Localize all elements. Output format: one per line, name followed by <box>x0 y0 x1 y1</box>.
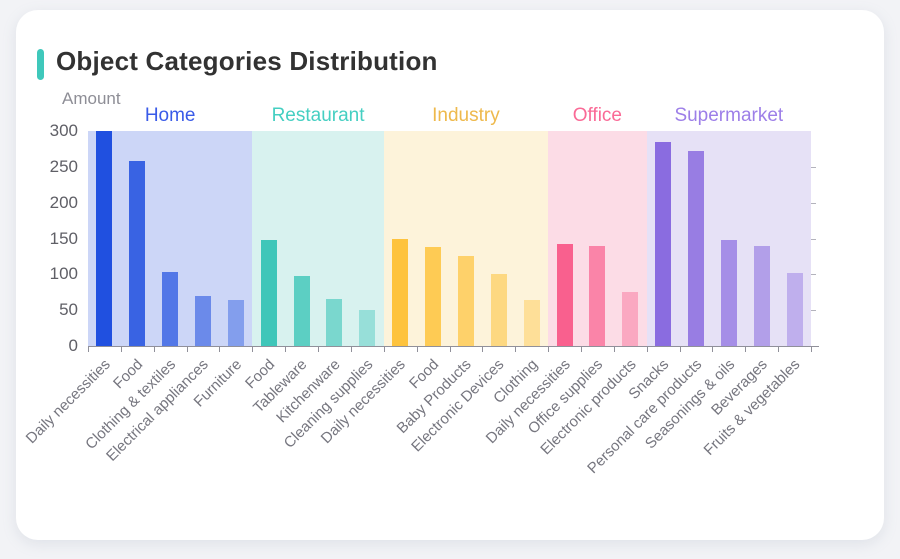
bar-office-office-supplies[interactable] <box>589 246 606 346</box>
y-tick-label: 250 <box>49 156 78 176</box>
band-office <box>548 131 647 346</box>
group-labels-row: Home Restaurant Industry Office Supermarket <box>16 105 884 131</box>
band-restaurant <box>252 131 384 346</box>
bar-home-clothing-textiles[interactable] <box>162 272 179 346</box>
x-axis-tick <box>745 347 747 352</box>
bar-supermarket-beverages[interactable] <box>753 245 770 346</box>
bar-home-food[interactable] <box>129 161 146 346</box>
y-tick-label: 200 <box>49 192 78 212</box>
x-axis-tick <box>679 347 681 352</box>
right-axis-tick <box>811 202 816 204</box>
bar-restaurant-tableware[interactable] <box>293 276 310 346</box>
y-tick-label: 50 <box>59 300 78 320</box>
x-axis-tick <box>449 347 451 352</box>
bar-industry-food[interactable] <box>425 247 442 346</box>
right-axis-tick <box>811 166 816 168</box>
title-accent-bar <box>37 49 44 80</box>
x-axis-tick <box>153 347 155 352</box>
x-axis-tick <box>613 347 615 352</box>
bar-industry-clothing[interactable] <box>523 300 540 346</box>
band-home <box>88 131 253 346</box>
x-axis-tick <box>778 347 780 352</box>
x-axis-tick <box>350 347 352 352</box>
bar-industry-baby-products[interactable] <box>457 255 474 346</box>
x-axis-tick <box>318 347 320 352</box>
group-label-office: Office <box>572 105 622 126</box>
y-tick-label: 0 <box>68 336 78 355</box>
y-tick-label: 150 <box>49 228 78 248</box>
x-axis-tick <box>285 347 287 352</box>
group-label-home: Home <box>144 105 196 126</box>
bar-office-electronic-products[interactable] <box>622 292 639 346</box>
bar-industry-electronic-devices[interactable] <box>490 274 507 346</box>
x-axis-tick <box>646 347 648 352</box>
x-axis-tick <box>88 347 89 352</box>
x-axis-tick <box>548 347 550 352</box>
x-axis-tick <box>186 347 188 352</box>
y-axis-title: Amount <box>62 89 121 108</box>
bar-industry-daily-necessities[interactable] <box>392 238 409 346</box>
x-axis-tick <box>383 347 385 352</box>
x-axis-tick <box>515 347 517 352</box>
right-axis-tick <box>811 310 816 312</box>
y-tick-label: 100 <box>49 264 78 284</box>
x-axis-tick <box>219 347 221 352</box>
bar-restaurant-food[interactable] <box>260 239 277 346</box>
bar-supermarket-snacks[interactable] <box>655 141 672 346</box>
bar-home-electrical-appliances[interactable] <box>195 295 212 346</box>
bar-home-daily-necessities[interactable] <box>96 131 113 346</box>
bar-supermarket-fruits-vegetables[interactable] <box>786 272 803 346</box>
band-industry <box>383 131 549 346</box>
bar-restaurant-cleaning-supplies[interactable] <box>359 310 376 346</box>
y-tick-label: 300 <box>49 121 78 140</box>
x-axis-tick <box>482 347 484 352</box>
x-axis-tick <box>580 347 582 352</box>
x-axis-tick <box>252 347 254 352</box>
x-axis-tick <box>811 347 812 352</box>
bar-office-daily-necessities[interactable] <box>556 244 573 346</box>
x-axis-tick <box>712 347 714 352</box>
chart-title: Object Categories Distribution <box>56 46 438 76</box>
plot-area <box>88 131 811 346</box>
right-axis-tick <box>811 274 816 276</box>
bar-home-furniture[interactable] <box>227 300 244 346</box>
x-axis-tick <box>120 347 122 352</box>
right-axis-tick <box>811 238 816 240</box>
bar-supermarket-personal-care-products[interactable] <box>687 151 704 346</box>
group-label-supermarket: Supermarket <box>674 105 784 126</box>
bar-restaurant-kitchenware[interactable] <box>326 299 343 346</box>
chart-card: Object Categories Distribution Amount Ho… <box>16 10 884 540</box>
bar-supermarket-seasonings-oils[interactable] <box>720 239 737 346</box>
x-axis-tick <box>416 347 418 352</box>
group-label-restaurant: Restaurant <box>271 105 365 126</box>
band-supermarket <box>646 131 811 346</box>
group-label-industry: Industry <box>432 105 500 126</box>
x-axis-line <box>88 346 819 347</box>
